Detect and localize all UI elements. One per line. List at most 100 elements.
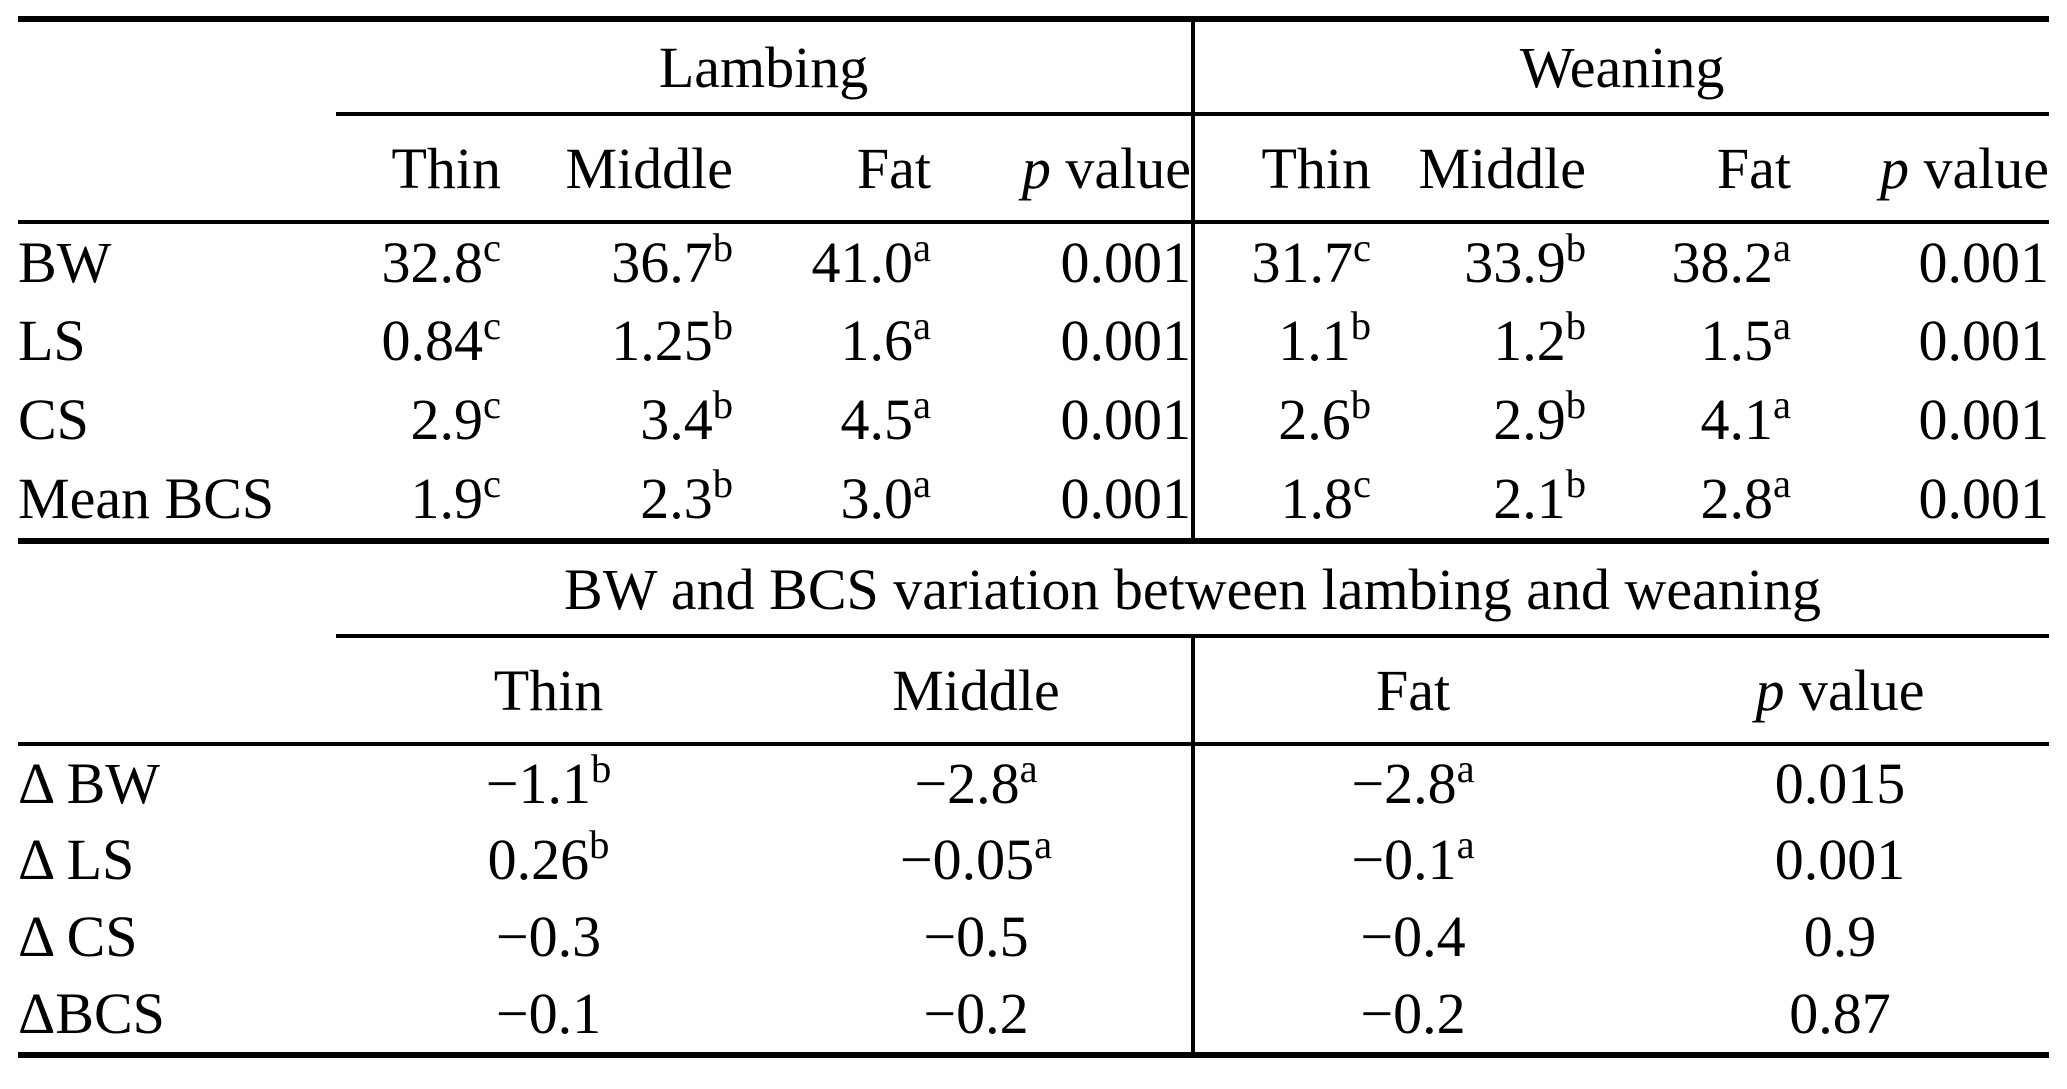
row-label: CS: [18, 387, 89, 452]
cell-value: 1.2: [1493, 308, 1566, 373]
data-cell: 0.001: [1791, 301, 2050, 380]
table-row: LS 0.84c 1.25b 1.6a 0.001 1.1b 1.2b 1.5a…: [18, 301, 2049, 380]
cell-value: −0.2: [923, 981, 1029, 1046]
cell-value: 1.5: [1700, 308, 1774, 373]
lambing-weaning-table: Lambing Weaning Thin Middle Fat p value …: [18, 22, 2050, 538]
table-row: Mean BCS 1.9c 2.3b 3.0a 0.001 1.8c 2.1b …: [18, 459, 2049, 538]
data-cell: 0.001: [931, 222, 1193, 301]
col-header-pvalue: p value: [1631, 636, 2050, 746]
cell-superscript: a: [1773, 302, 1792, 348]
table-row: Δ CS −0.3 −0.5 −0.4 0.9: [18, 898, 2049, 975]
cell-superscript: b: [712, 460, 733, 506]
cell-superscript: b: [1565, 224, 1587, 270]
col-header-fat: Fat: [1191, 636, 1631, 746]
data-cell: 4.5a: [733, 380, 931, 459]
col-header-lambing-pvalue: p value: [931, 114, 1194, 224]
cell-value: 2.1: [1493, 466, 1566, 531]
row-label: Δ BW: [18, 751, 161, 816]
data-cell: 1.25b: [501, 301, 733, 380]
data-cell: 1.9c: [336, 459, 501, 538]
cell-value: 41.0: [811, 230, 913, 295]
cell-value: 0.001: [1918, 466, 2050, 531]
cell-value: 0.001: [1060, 387, 1192, 452]
p-value-word: value: [1798, 657, 1925, 723]
cell-value: 1.8: [1280, 466, 1354, 531]
col-header-weaning-fat: Fat: [1586, 114, 1792, 224]
cell-value: 0.9: [1803, 904, 1877, 969]
cell-superscript: b: [712, 224, 733, 270]
col-header-middle: Middle: [761, 636, 1193, 746]
cell-value: −0.3: [495, 904, 602, 969]
cell-superscript: a: [1773, 224, 1792, 270]
data-cell: 0.001: [1791, 380, 2050, 459]
row-label: LS: [18, 308, 86, 373]
data-cell: −0.2: [761, 975, 1193, 1052]
data-cell: 0.87: [1631, 975, 2049, 1052]
group-header-row: Lambing Weaning: [18, 22, 2050, 116]
cell-value: −0.1: [1351, 827, 1457, 892]
row-label: Δ LS: [18, 827, 135, 892]
column-header-row: Thin Middle Fat p value: [18, 636, 2050, 746]
data-cell: 3.0a: [733, 459, 931, 538]
table-row: Δ BW −1.1b −2.8a −2.8a 0.015: [18, 744, 2049, 821]
col-header-weaning-thin: Thin: [1191, 114, 1372, 224]
cell-value: 1.6: [840, 308, 913, 373]
data-cell: 0.001: [1791, 459, 2050, 538]
cell-superscript: b: [1565, 460, 1587, 506]
cell-superscript: c: [482, 381, 501, 427]
table-row: Δ LS 0.26b −0.05a −0.1a 0.001: [18, 821, 2049, 898]
data-cell: 2.8a: [1586, 459, 1792, 538]
data-cell: 4.1a: [1586, 380, 1792, 459]
cell-superscript: a: [1456, 745, 1475, 791]
col-header-weaning-pvalue: p value: [1791, 114, 2050, 224]
table-row: CS 2.9c 3.4b 4.5a 0.001 2.6b 2.9b 4.1a 0…: [18, 380, 2049, 459]
cell-superscript: b: [712, 381, 733, 427]
empty-corner-cell: [18, 544, 336, 636]
data-cell: −0.1a: [1191, 821, 1631, 898]
data-cell: −0.1: [336, 975, 761, 1052]
empty-corner-cell: [18, 636, 336, 746]
p-value-word: value: [1923, 135, 2050, 201]
cell-value: 0.001: [1060, 230, 1192, 295]
cell-value: 2.6: [1278, 387, 1351, 452]
data-cell: 0.9: [1631, 898, 2049, 975]
cell-value: 2.9: [1493, 387, 1566, 452]
cell-value: 0.26: [487, 827, 590, 892]
cell-value: 1.1: [1278, 308, 1351, 373]
variation-table: BW and BCS variation between lambing and…: [18, 544, 2050, 1052]
cell-superscript: a: [912, 381, 931, 427]
data-cell: 0.001: [931, 301, 1193, 380]
col-header-lambing-fat: Fat: [733, 114, 931, 224]
section-title-row: BW and BCS variation between lambing and…: [18, 544, 2050, 638]
cell-superscript: b: [1565, 381, 1587, 427]
cell-value: 33.9: [1464, 230, 1566, 295]
cell-superscript: c: [1353, 224, 1372, 270]
group-header-weaning: Weaning: [1191, 22, 2050, 116]
cell-value: 0.001: [1060, 466, 1192, 531]
cell-superscript: a: [912, 460, 931, 506]
p-italic: p: [1755, 657, 1785, 723]
cell-superscript: c: [482, 224, 501, 270]
cell-value: 38.2: [1671, 230, 1774, 295]
data-cell: 32.8c: [336, 222, 501, 301]
cell-value: 2.3: [640, 466, 713, 531]
data-cell: 1.1b: [1191, 301, 1372, 380]
cell-value: 0.015: [1774, 751, 1906, 816]
data-cell: −0.2: [1191, 975, 1631, 1052]
data-cell: 2.1b: [1371, 459, 1586, 538]
cell-superscript: a: [1773, 381, 1792, 427]
data-cell: 38.2a: [1586, 222, 1792, 301]
cell-superscript: c: [482, 460, 501, 506]
data-cell: 0.001: [931, 380, 1193, 459]
col-header-lambing-middle: Middle: [501, 114, 733, 224]
data-cell: 0.001: [931, 459, 1193, 538]
cell-value: 1.25: [611, 308, 713, 373]
data-cell: 0.015: [1631, 744, 2049, 821]
column-header-row: Thin Middle Fat p value Thin Middle Fat …: [18, 114, 2050, 224]
data-cell: 1.5a: [1586, 301, 1792, 380]
cell-value: −2.8: [1351, 751, 1457, 816]
data-cell: 33.9b: [1371, 222, 1586, 301]
cell-value: −0.05: [899, 827, 1035, 892]
top-rule: [18, 16, 2049, 22]
